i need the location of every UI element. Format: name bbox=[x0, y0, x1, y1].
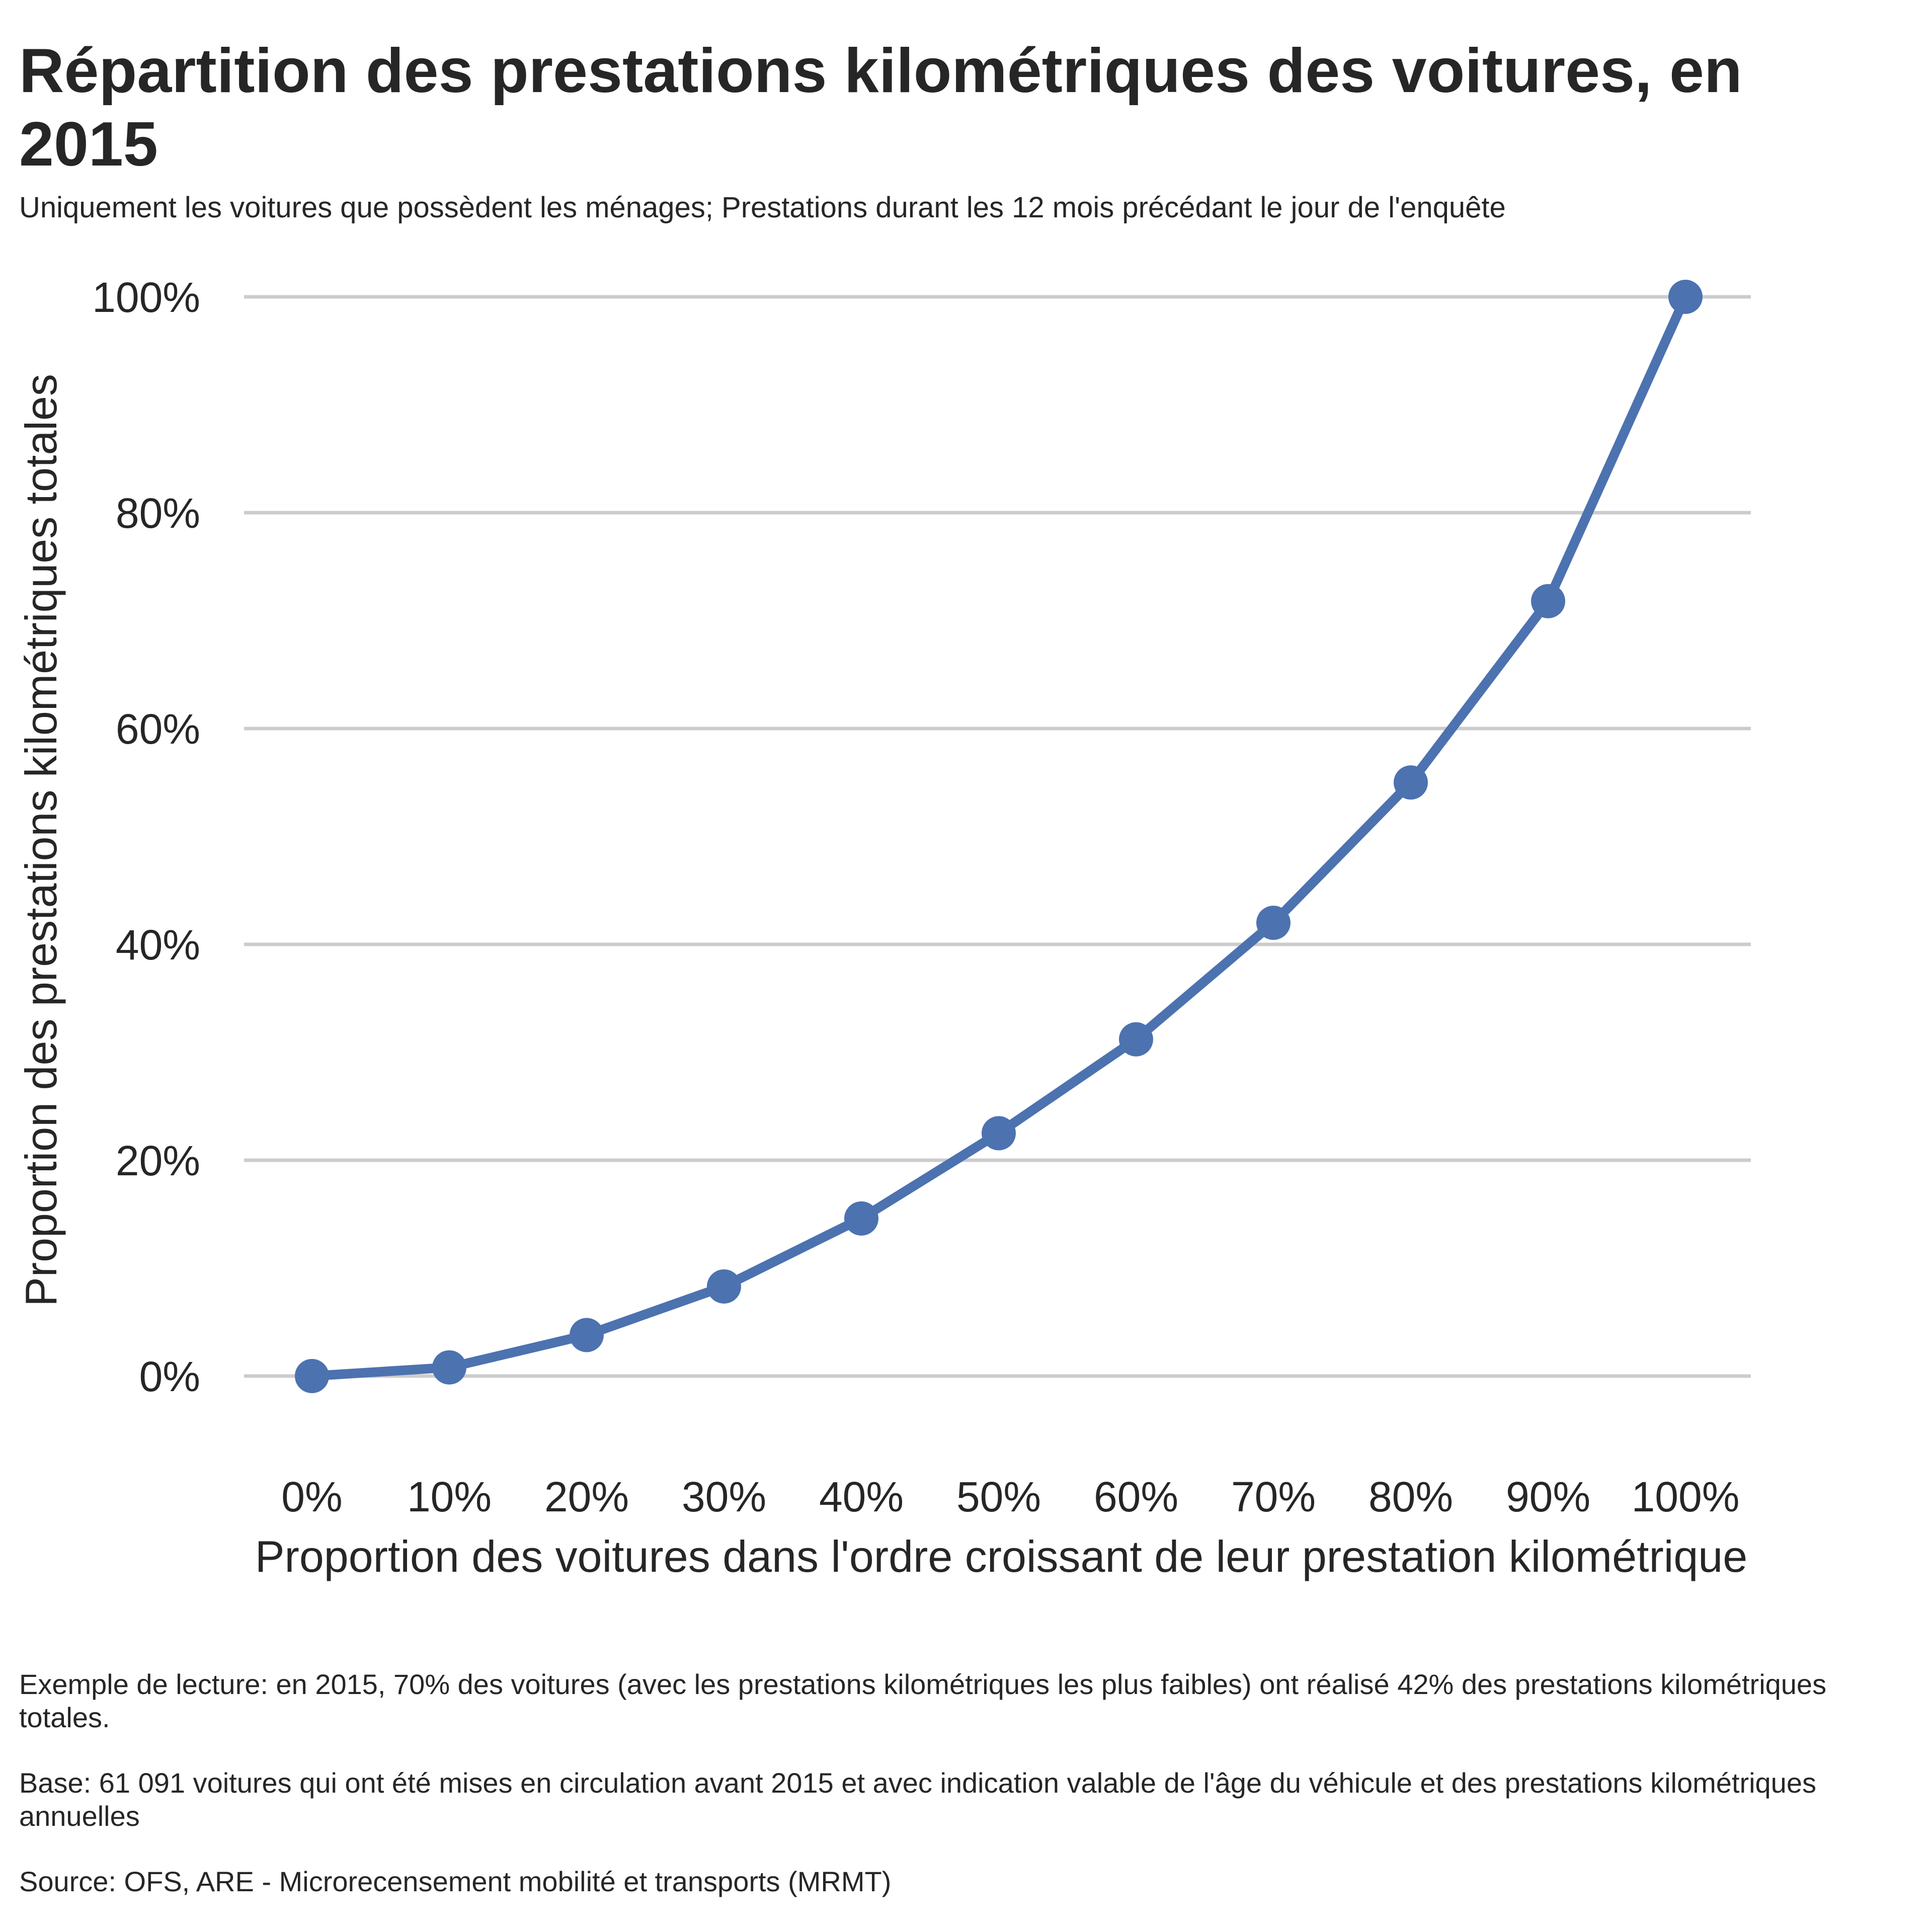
data-point bbox=[707, 1269, 741, 1304]
x-axis-ticks: 0% 10% 20% 30% 40% 50% 60% 70% 80% 90% 100% bbox=[281, 1473, 1739, 1520]
data-point bbox=[1256, 906, 1291, 940]
base-note: Base: 61 091 voitures qui ont été mises … bbox=[19, 1767, 1816, 1832]
x-tick-label: 60% bbox=[1094, 1473, 1178, 1520]
y-tick-label: 100% bbox=[92, 274, 200, 321]
x-tick-label: 80% bbox=[1369, 1473, 1453, 1520]
x-tick-label: 70% bbox=[1231, 1473, 1316, 1520]
grid-lines bbox=[244, 295, 1751, 1378]
y-tick-label: 40% bbox=[116, 921, 200, 969]
x-axis-label: Proportion des voitures dans l'ordre cro… bbox=[255, 1532, 1747, 1581]
x-tick-label: 10% bbox=[407, 1473, 492, 1520]
reading-example-note: Exemple de lecture: en 2015, 70% des voi… bbox=[19, 1668, 1827, 1733]
x-tick-label: 20% bbox=[544, 1473, 629, 1520]
x-tick-label: 50% bbox=[956, 1473, 1041, 1520]
data-point bbox=[1668, 280, 1703, 314]
x-tick-label: 40% bbox=[819, 1473, 904, 1520]
data-point bbox=[844, 1201, 878, 1236]
chart-subtitle: Uniquement les voitures que possèdent le… bbox=[19, 191, 1506, 224]
y-axis-label: Proportion des prestations kilométriques… bbox=[16, 374, 66, 1307]
series-line bbox=[307, 292, 1691, 1381]
data-point bbox=[295, 1359, 329, 1393]
x-tick-label: 100% bbox=[1632, 1473, 1740, 1520]
y-tick-label: 80% bbox=[116, 490, 200, 537]
y-tick-label: 20% bbox=[116, 1137, 200, 1184]
y-tick-label: 60% bbox=[116, 705, 200, 753]
chart-title: Répartition des prestations kilométrique… bbox=[19, 36, 1742, 179]
x-tick-label: 30% bbox=[682, 1473, 766, 1520]
data-point bbox=[432, 1350, 466, 1385]
x-tick-label: 0% bbox=[281, 1473, 342, 1520]
y-tick-label: 0% bbox=[139, 1353, 200, 1400]
source-note: Source: OFS, ARE - Microrecensement mobi… bbox=[19, 1866, 892, 1897]
footnotes: Exemple de lecture: en 2015, 70% des voi… bbox=[19, 1668, 1881, 1930]
data-point bbox=[1394, 765, 1428, 800]
series bbox=[295, 280, 1703, 1393]
x-tick-label: 90% bbox=[1506, 1473, 1590, 1520]
data-point bbox=[982, 1116, 1016, 1151]
line-chart: 0% 20% 40% 60% 80% 100% 0% 10% 20% 30% 40% 50% 60% 7… bbox=[16, 274, 1751, 1581]
y-axis-ticks: 0% 20% 40% 60% 80% 100% bbox=[92, 274, 200, 1400]
data-point bbox=[1531, 584, 1565, 618]
data-point bbox=[1119, 1022, 1153, 1057]
data-point bbox=[570, 1318, 604, 1352]
